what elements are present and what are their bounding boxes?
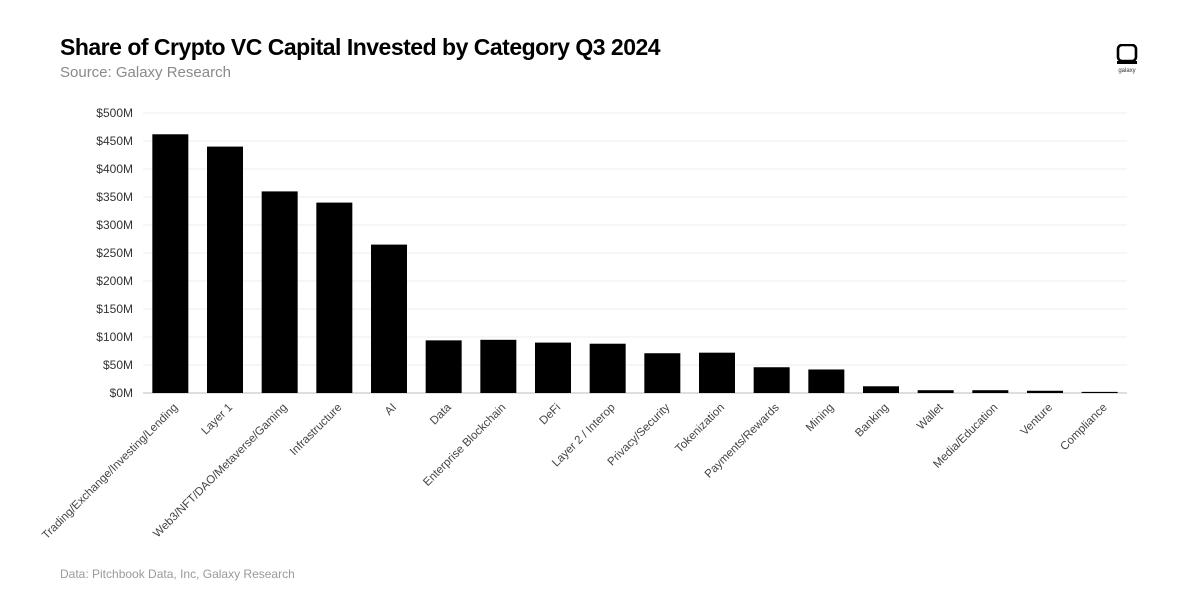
x-tick-label: Layer 1 xyxy=(200,402,236,438)
bar xyxy=(863,386,899,393)
bar xyxy=(917,390,954,393)
x-tick-label: Compliance xyxy=(1058,402,1109,453)
x-tick-label: Infrastructure xyxy=(288,402,344,458)
y-tick-label: $400M xyxy=(96,162,133,176)
footer-note: Data: Pitchbook Data, Inc, Galaxy Resear… xyxy=(60,567,295,581)
x-tick-label: Mining xyxy=(804,402,836,434)
y-tick-label: $350M xyxy=(96,190,133,204)
x-tick-label: Data xyxy=(428,401,454,427)
bar xyxy=(808,369,845,393)
bar xyxy=(972,390,1009,393)
galaxy-logo-text: galaxy xyxy=(1118,68,1136,74)
bar xyxy=(480,339,517,393)
x-tick-label: Wallet xyxy=(915,401,946,432)
y-tick-label: $150M xyxy=(96,302,133,316)
y-tick-label: $500M xyxy=(96,106,133,120)
y-tick-label: $250M xyxy=(96,246,133,260)
bar xyxy=(535,342,571,393)
x-tick-label: AI xyxy=(383,402,399,418)
x-tick-label: Tokenization xyxy=(673,402,727,456)
y-tick-label: $200M xyxy=(96,274,133,288)
galaxy-logo: galaxy xyxy=(1112,43,1142,78)
x-tick-label: Banking xyxy=(853,402,891,440)
chart-subtitle: Source: Galaxy Research xyxy=(60,64,231,81)
bar xyxy=(1081,391,1118,393)
galaxy-logo-icon xyxy=(1116,43,1138,64)
y-tick-label: $100M xyxy=(96,330,133,344)
bar xyxy=(699,352,735,393)
bar xyxy=(316,202,353,393)
y-tick-label: $50M xyxy=(103,358,133,372)
x-tick-label: Trading/Exchange/Investing/Lending xyxy=(40,402,180,542)
bar xyxy=(1027,390,1063,393)
chart-title: Share of Crypto VC Capital Invested by C… xyxy=(60,34,661,60)
bar xyxy=(425,340,462,393)
y-tick-label: $0M xyxy=(110,386,133,400)
x-tick-label: Venture xyxy=(1019,402,1056,439)
y-tick-label: $450M xyxy=(96,134,133,148)
bar xyxy=(371,244,407,393)
bar xyxy=(152,134,189,393)
x-tick-label: DeFi xyxy=(537,402,563,428)
bar xyxy=(753,367,790,393)
y-tick-label: $300M xyxy=(96,218,133,232)
bar xyxy=(261,191,298,393)
bar xyxy=(589,343,626,393)
bar xyxy=(644,353,681,393)
bar xyxy=(207,146,243,393)
